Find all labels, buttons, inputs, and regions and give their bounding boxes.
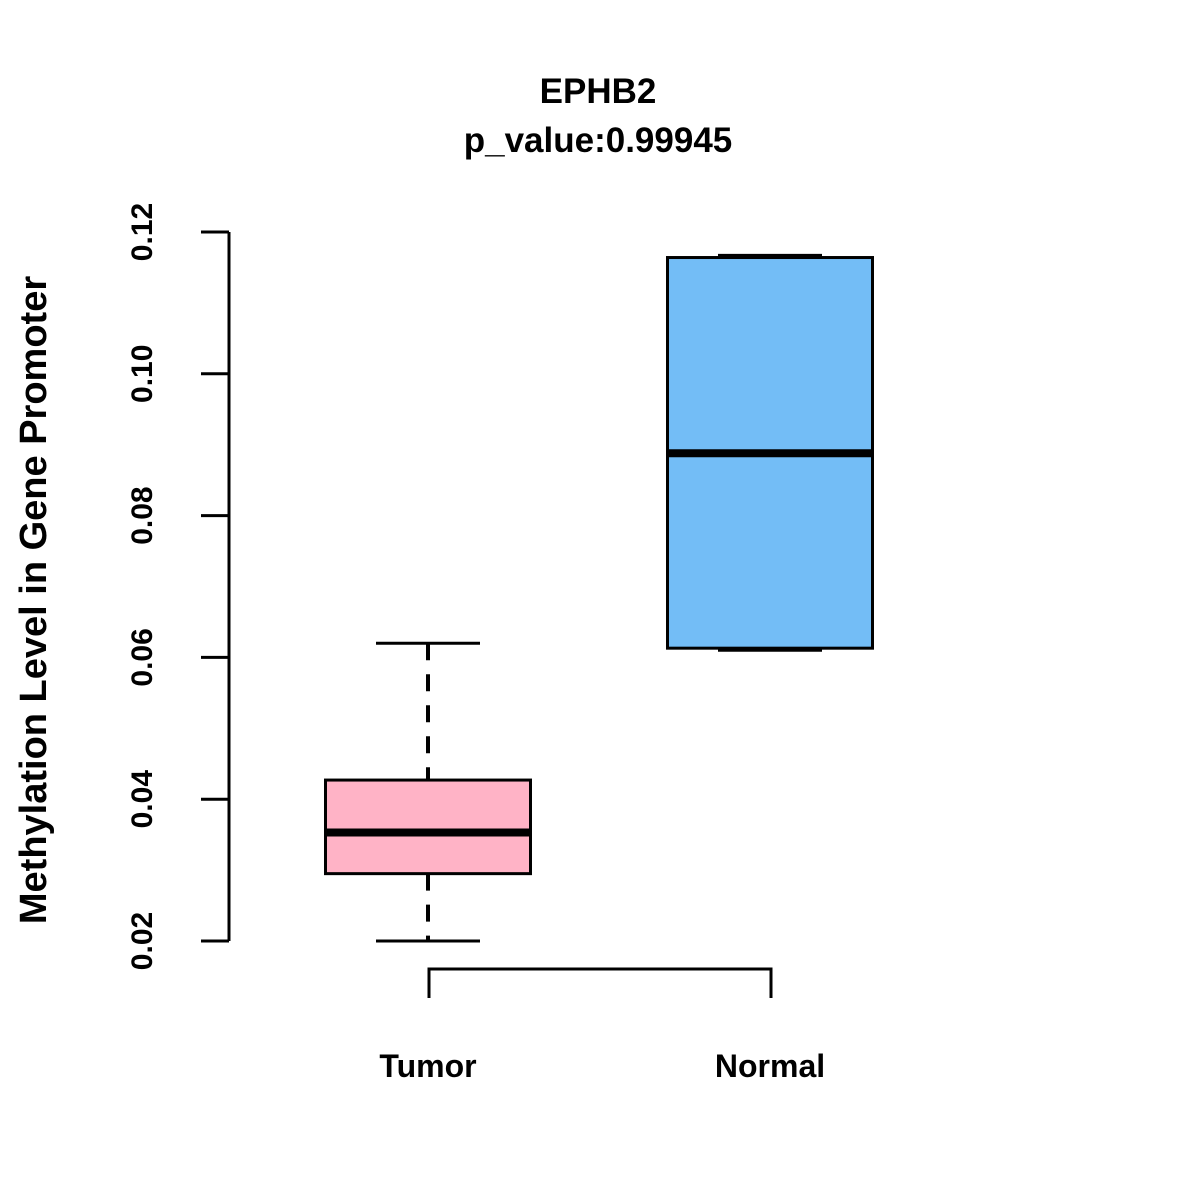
tumor-iqr-box xyxy=(324,778,532,876)
y-axis-label: Methylation Level in Gene Promoter xyxy=(13,276,55,924)
x-axis-label-normal: Normal xyxy=(715,1048,825,1084)
normal-boxplot xyxy=(666,253,874,652)
y-axis-tick-label: 0.08 xyxy=(126,486,159,544)
x-axis-bracket xyxy=(427,967,773,998)
x-axis: Tumor Normal xyxy=(379,967,825,1084)
plot-title: EPHB2 xyxy=(540,72,657,111)
y-axis-tick-label: 0.10 xyxy=(126,345,159,403)
y-axis-tick-label: 0.06 xyxy=(126,628,159,686)
x-axis-label-tumor: Tumor xyxy=(379,1048,476,1084)
y-axis-tick-label: 0.04 xyxy=(126,770,159,829)
tumor-boxplot xyxy=(324,641,532,943)
y-axis-tick-label: 0.12 xyxy=(126,203,159,261)
y-axis: 0.02 0.04 0.06 0.08 0.10 0.12 xyxy=(126,203,231,970)
plot-subtitle: p_value:0.99945 xyxy=(464,121,733,160)
y-axis-tick-label: 0.02 xyxy=(126,912,159,970)
boxplot-series xyxy=(324,253,874,943)
